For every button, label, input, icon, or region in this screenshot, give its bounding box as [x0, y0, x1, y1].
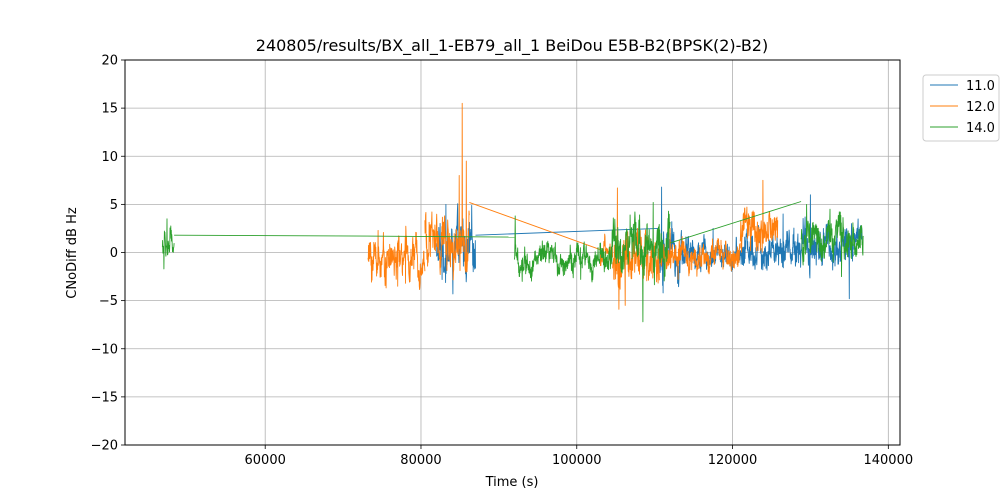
series-line — [513, 215, 613, 283]
y-tick-label: −20 — [91, 439, 118, 454]
y-tick-label: −15 — [91, 390, 118, 405]
y-tick-label: −10 — [91, 342, 118, 357]
y-tick-label: 20 — [101, 54, 118, 69]
series-line — [670, 201, 802, 244]
chart-title: 240805/results/BX_all_1-EB79_all_1 BeiDo… — [256, 36, 768, 56]
legend-frame — [922, 74, 1000, 142]
series-line — [611, 201, 671, 323]
series-line — [367, 225, 426, 291]
y-axis-label: CNoDiff dB Hz — [65, 207, 80, 299]
series-line — [366, 235, 515, 238]
series-line — [161, 218, 175, 270]
axis-ticks: 60000 80000 100000 120000 140000 −20 −15 −10 −5 0… — [91, 54, 914, 469]
x-axis-label: Time (s) — [485, 475, 539, 490]
legend-label: 14.0 — [966, 121, 995, 136]
series-line — [469, 201, 601, 251]
series-14.0 — [161, 201, 864, 323]
series-line — [743, 194, 854, 300]
y-tick-label: 5 — [110, 198, 118, 213]
series-line — [174, 234, 367, 237]
legend-label: 12.0 — [966, 100, 995, 115]
series-line — [739, 179, 779, 253]
x-tick-label: 140000 — [863, 453, 913, 468]
series-line — [658, 227, 741, 280]
x-tick-label: 120000 — [708, 453, 758, 468]
x-tick-label: 100000 — [552, 453, 602, 468]
series-line — [475, 227, 659, 236]
y-tick-label: 0 — [110, 246, 118, 261]
x-tick-label: 80000 — [400, 453, 441, 468]
plot-series — [161, 102, 864, 323]
series-line — [800, 203, 849, 278]
legend-label: 11.0 — [966, 79, 995, 94]
legend-item: 14.0 — [930, 121, 995, 136]
y-tick-label: 10 — [101, 150, 118, 165]
legend-item: 12.0 — [930, 100, 995, 115]
series-line — [847, 222, 864, 260]
legend: 11.0 12.0 14.0 — [922, 74, 1000, 142]
legend-item: 11.0 — [930, 79, 995, 94]
series-line — [424, 102, 470, 281]
x-tick-label: 60000 — [245, 453, 286, 468]
series-12.0 — [367, 102, 779, 310]
y-tick-label: 15 — [101, 102, 118, 117]
y-tick-label: −5 — [99, 294, 118, 309]
